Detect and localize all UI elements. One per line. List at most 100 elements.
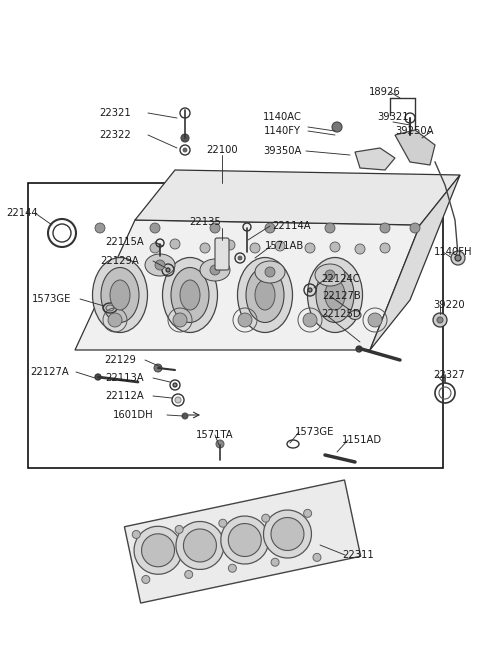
Ellipse shape (246, 267, 284, 322)
Text: 1151AD: 1151AD (342, 435, 382, 445)
Ellipse shape (308, 257, 362, 333)
Text: 22100: 22100 (206, 145, 238, 155)
Polygon shape (75, 220, 420, 350)
Circle shape (200, 243, 210, 253)
Text: 1601DH: 1601DH (113, 410, 153, 420)
Circle shape (228, 564, 236, 572)
Circle shape (271, 558, 279, 566)
Ellipse shape (255, 261, 285, 283)
Circle shape (325, 223, 335, 233)
Circle shape (303, 313, 317, 327)
Circle shape (132, 531, 140, 538)
Ellipse shape (183, 529, 216, 562)
Text: 22125D: 22125D (321, 309, 361, 319)
Circle shape (216, 440, 224, 448)
Text: 1140AC: 1140AC (263, 112, 301, 122)
Circle shape (325, 270, 335, 280)
Circle shape (108, 313, 122, 327)
Bar (28, 183, 443, 468)
Circle shape (225, 240, 235, 250)
Circle shape (265, 267, 275, 277)
Circle shape (330, 242, 340, 252)
Circle shape (170, 239, 180, 249)
Text: 18926: 18926 (369, 87, 401, 97)
Circle shape (437, 317, 443, 323)
Circle shape (433, 313, 447, 327)
Circle shape (175, 397, 181, 403)
Text: 1571AB: 1571AB (264, 241, 304, 251)
Circle shape (368, 313, 382, 327)
Text: 22112A: 22112A (106, 391, 144, 401)
Circle shape (181, 134, 189, 142)
Ellipse shape (101, 267, 139, 322)
Text: 22127A: 22127A (31, 367, 70, 377)
Circle shape (380, 243, 390, 253)
Circle shape (305, 243, 315, 253)
Ellipse shape (315, 264, 345, 286)
Circle shape (238, 256, 242, 260)
Ellipse shape (142, 534, 175, 567)
Circle shape (142, 576, 150, 584)
Circle shape (150, 243, 160, 253)
Circle shape (304, 510, 312, 517)
Ellipse shape (316, 267, 354, 322)
Circle shape (356, 346, 362, 352)
Text: 22321: 22321 (99, 108, 131, 118)
Circle shape (265, 223, 275, 233)
Ellipse shape (176, 521, 224, 569)
Polygon shape (355, 148, 395, 170)
Circle shape (154, 364, 162, 372)
Circle shape (175, 525, 183, 533)
Ellipse shape (255, 280, 275, 310)
Polygon shape (395, 130, 435, 165)
Circle shape (150, 223, 160, 233)
Text: 22322: 22322 (99, 130, 131, 140)
Circle shape (183, 148, 187, 152)
Ellipse shape (349, 310, 361, 320)
Text: 22144: 22144 (6, 208, 38, 218)
Circle shape (182, 413, 188, 419)
Circle shape (250, 243, 260, 253)
Circle shape (275, 241, 285, 251)
Ellipse shape (228, 523, 261, 557)
Circle shape (95, 223, 105, 233)
Circle shape (173, 383, 177, 387)
Text: 1573GE: 1573GE (32, 294, 72, 304)
Text: 22135: 22135 (189, 217, 221, 227)
Text: 39220: 39220 (433, 300, 465, 310)
Circle shape (455, 255, 461, 261)
Ellipse shape (134, 526, 182, 574)
Ellipse shape (264, 510, 312, 558)
Text: 22129: 22129 (104, 355, 136, 365)
Circle shape (155, 260, 165, 270)
Circle shape (95, 374, 101, 380)
Circle shape (451, 251, 465, 265)
Text: 22127B: 22127B (323, 291, 361, 301)
Text: 22115A: 22115A (106, 237, 144, 247)
Circle shape (173, 313, 187, 327)
Ellipse shape (325, 280, 345, 310)
Text: 22327: 22327 (433, 370, 465, 380)
FancyBboxPatch shape (215, 238, 229, 270)
Ellipse shape (271, 517, 304, 550)
Circle shape (238, 313, 252, 327)
Text: 22113A: 22113A (106, 373, 144, 383)
Circle shape (410, 223, 420, 233)
Text: 1571TA: 1571TA (196, 430, 234, 440)
Circle shape (262, 514, 270, 522)
Text: 1573GE: 1573GE (295, 427, 335, 437)
Text: 22114A: 22114A (273, 221, 312, 231)
Circle shape (210, 223, 220, 233)
Text: 1140FH: 1140FH (434, 247, 472, 257)
Ellipse shape (221, 516, 269, 564)
Ellipse shape (145, 254, 175, 276)
Text: 1140FY: 1140FY (264, 126, 300, 136)
Text: 22124C: 22124C (322, 274, 360, 284)
Circle shape (380, 223, 390, 233)
Ellipse shape (238, 257, 292, 333)
Text: 39321: 39321 (377, 112, 409, 122)
Circle shape (308, 288, 312, 292)
Circle shape (185, 571, 193, 578)
Circle shape (210, 265, 220, 275)
Text: 39350A: 39350A (263, 146, 301, 156)
